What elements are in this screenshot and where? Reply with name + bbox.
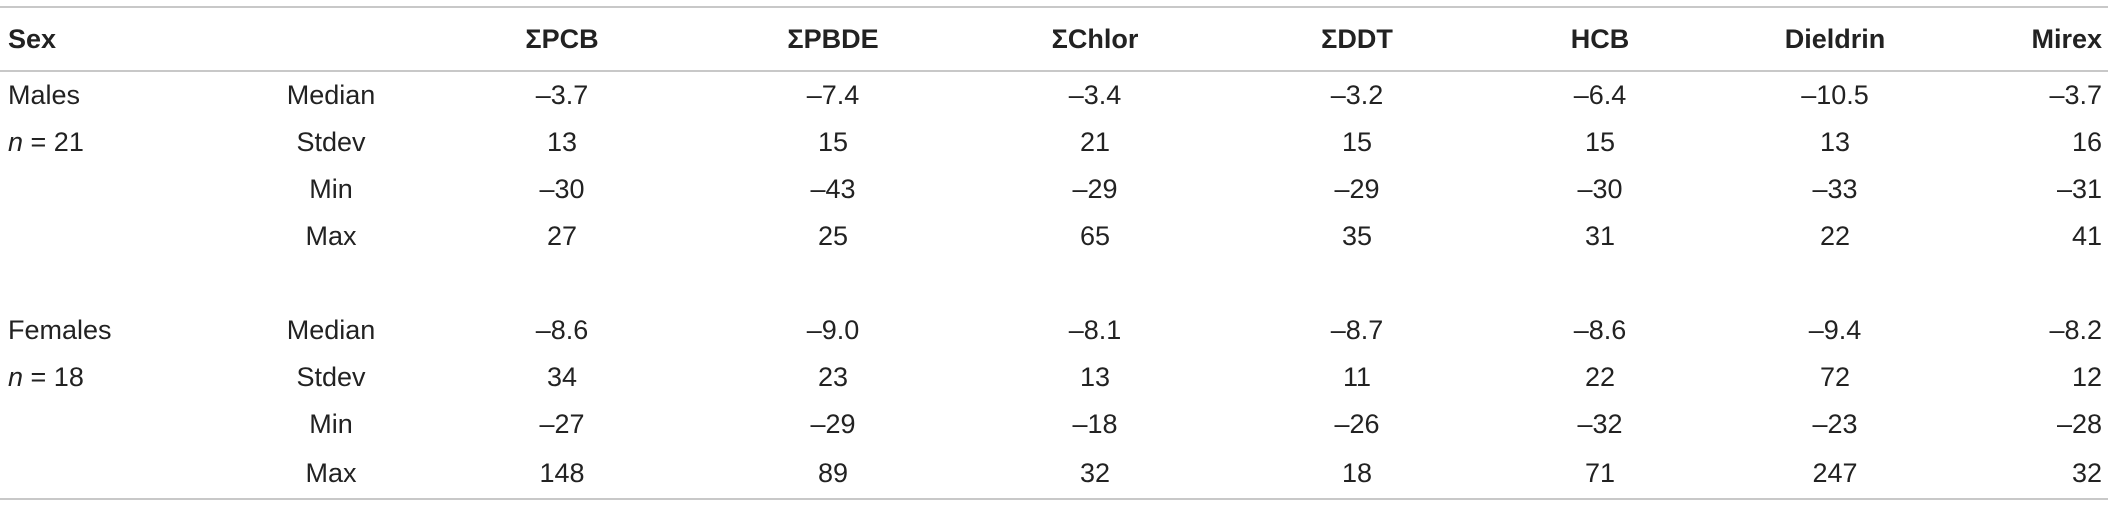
- table-cell: –29: [810, 409, 856, 439]
- table-cell: –30: [1577, 174, 1623, 204]
- table-cell: –31: [2056, 174, 2102, 204]
- table-cell: 15: [817, 127, 849, 157]
- table-cell: –8.6: [1573, 315, 1627, 345]
- table-cell: 32: [1958, 448, 2108, 500]
- table-cell: –30: [539, 174, 585, 204]
- spacer-row: [0, 260, 2108, 307]
- table-cell: 31: [1584, 221, 1616, 251]
- table-cell: –26: [1334, 409, 1380, 439]
- table-cell: –8.1: [1068, 315, 1122, 345]
- table-cell: –7.4: [806, 80, 860, 110]
- table-cell: 11: [1342, 362, 1372, 392]
- table-row: n = 18 Stdev 34 23 13 11 22 72 12: [0, 354, 2108, 401]
- table-cell: 13: [546, 127, 578, 157]
- table-row: Min –27 –29 –18 –26 –32 –23 –28: [0, 401, 2108, 448]
- header-pcb: ΣPCB: [422, 6, 702, 72]
- table-cell: 12: [2071, 362, 2102, 392]
- table-cell: 148: [422, 448, 702, 500]
- table-cell: 34: [546, 362, 578, 392]
- table-cell: 65: [1079, 221, 1111, 251]
- table-cell: 72: [1819, 362, 1851, 392]
- stat-label: Stdev: [296, 127, 366, 157]
- table-row: Females Median –8.6 –9.0 –8.1 –8.7 –8.6 …: [0, 307, 2108, 354]
- table-cell: 13: [1819, 127, 1851, 157]
- header-dieldrin: Dieldrin: [1712, 6, 1958, 72]
- header-sex: Sex: [0, 6, 240, 72]
- table-cell: –43: [810, 174, 856, 204]
- table-cell: 247: [1712, 448, 1958, 500]
- table-cell: –8.2: [2049, 315, 2102, 345]
- table-row: Min –30 –43 –29 –29 –30 –33 –31: [0, 166, 2108, 213]
- group-label: Females: [8, 315, 112, 345]
- table-cell: –32: [1577, 409, 1623, 439]
- table-cell: –3.7: [535, 80, 589, 110]
- group-label: Males: [8, 80, 81, 110]
- table-cell: 32: [964, 448, 1226, 500]
- group-count: n = 21: [0, 119, 240, 166]
- n-value: = 18: [23, 362, 84, 392]
- table-cell: –3.4: [1068, 80, 1122, 110]
- table-cell: –9.0: [806, 315, 860, 345]
- table-cell: 21: [1079, 127, 1111, 157]
- table-cell: 27: [546, 221, 578, 251]
- table-cell: –33: [1812, 174, 1858, 204]
- table-cell: 22: [1584, 362, 1616, 392]
- table-cell: –23: [1812, 409, 1858, 439]
- table-cell: –9.4: [1808, 315, 1862, 345]
- n-variable: n: [8, 362, 24, 392]
- group-count: n = 18: [0, 354, 240, 401]
- stat-label: Min: [309, 174, 353, 204]
- header-stat: [240, 6, 422, 72]
- table-cell: 25: [817, 221, 849, 251]
- header-mirex: Mirex: [1958, 6, 2108, 72]
- table-cell: 15: [1584, 127, 1616, 157]
- stat-label: Median: [286, 80, 376, 110]
- table-row: Males Median –3.7 –7.4 –3.4 –3.2 –6.4 –1…: [0, 71, 2108, 119]
- table-cell: –3.7: [2049, 80, 2102, 110]
- table-cell: –3.2: [1330, 80, 1384, 110]
- table-cell: 15: [1341, 127, 1373, 157]
- table-cell: 23: [817, 362, 849, 392]
- table-cell: –8.6: [535, 315, 589, 345]
- stat-label: Stdev: [296, 362, 366, 392]
- table-row: n = 21 Stdev 13 15 21 15 15 13 16: [0, 119, 2108, 166]
- table-cell: 22: [1819, 221, 1851, 251]
- statistics-table: Sex ΣPCB ΣPBDE ΣChlor ΣDDT HCB Dieldrin …: [0, 6, 2108, 500]
- n-value: = 21: [23, 127, 84, 157]
- table-cell: –18: [1072, 409, 1118, 439]
- table-cell: 71: [1488, 448, 1712, 500]
- table-cell: –8.7: [1330, 315, 1384, 345]
- stat-label: Max: [240, 448, 422, 500]
- table-cell: –29: [1072, 174, 1118, 204]
- table-cell: 18: [1226, 448, 1488, 500]
- header-row: Sex ΣPCB ΣPBDE ΣChlor ΣDDT HCB Dieldrin …: [0, 6, 2108, 72]
- table-row: Max 27 25 65 35 31 22 41: [0, 213, 2108, 260]
- table-cell: 13: [1079, 362, 1111, 392]
- header-chlor: ΣChlor: [964, 6, 1226, 72]
- table-cell: 35: [1341, 221, 1373, 251]
- stat-label: Max: [305, 221, 357, 251]
- table-cell: –28: [2056, 409, 2102, 439]
- table-cell: 89: [702, 448, 964, 500]
- header-ddt: ΣDDT: [1226, 6, 1488, 72]
- table-cell: –10.5: [1801, 80, 1869, 110]
- header-pbde: ΣPBDE: [702, 6, 964, 72]
- n-variable: n: [8, 127, 24, 157]
- table-cell: –29: [1334, 174, 1380, 204]
- table-cell: 16: [2071, 127, 2102, 157]
- table-cell: 41: [2071, 221, 2102, 251]
- table-cell: –27: [539, 409, 585, 439]
- table-cell: –6.4: [1573, 80, 1627, 110]
- stat-label: Min: [309, 409, 353, 439]
- stat-label: Median: [286, 315, 376, 345]
- header-hcb: HCB: [1488, 6, 1712, 72]
- table-row: Max 148 89 32 18 71 247 32: [0, 448, 2108, 500]
